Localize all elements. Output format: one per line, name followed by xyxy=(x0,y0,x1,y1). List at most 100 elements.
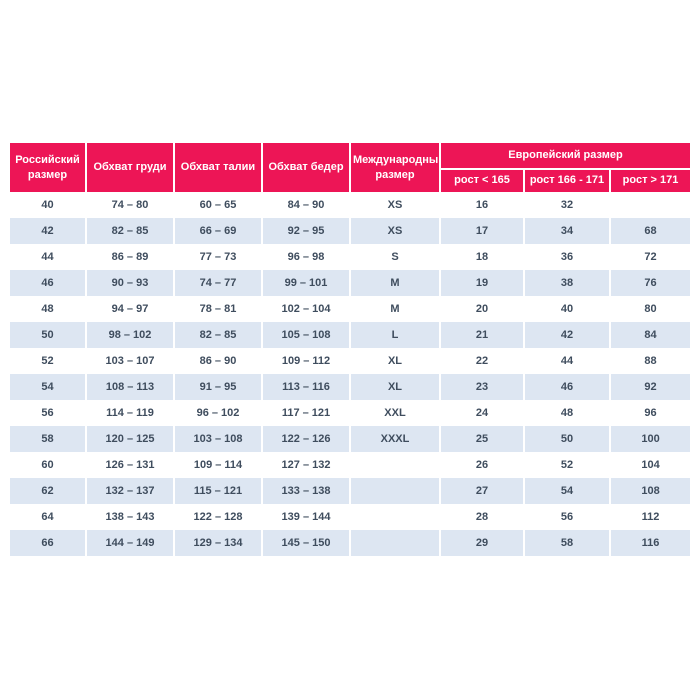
table-row: 56 114 – 119 96 – 102 117 – 121 XXL 24 48 96 xyxy=(10,400,691,426)
table-row: 44 86 – 89 77 – 73 96 – 98 S 18 36 72 xyxy=(10,244,691,270)
cell: 139 – 144 xyxy=(261,504,350,530)
table-row: 48 94 – 97 78 – 81 102 – 104 M 20 40 80 xyxy=(10,296,691,322)
cell: 109 – 114 xyxy=(173,452,262,478)
size-chart-table: Российский размер Обхват груди Обхват та… xyxy=(10,143,691,556)
table-row: 52 103 – 107 86 – 90 109 – 112 XL 22 44 88 xyxy=(10,348,691,374)
column-header-height-under-165: рост < 165 xyxy=(439,168,524,192)
cell: XS xyxy=(349,192,440,218)
cell xyxy=(349,530,440,556)
cell: 26 xyxy=(439,452,524,478)
cell: 126 – 131 xyxy=(85,452,174,478)
cell: 86 – 89 xyxy=(85,244,174,270)
cell: 44 xyxy=(10,244,86,270)
cell: 40 xyxy=(10,192,86,218)
cell: 58 xyxy=(523,530,610,556)
table-row: 42 82 – 85 66 – 69 92 – 95 XS 17 34 68 xyxy=(10,218,691,244)
cell xyxy=(349,452,440,478)
column-header-height-over-171: рост > 171 xyxy=(608,168,691,192)
cell: XL xyxy=(349,374,440,400)
cell: 46 xyxy=(523,374,610,400)
cell: 46 xyxy=(10,270,86,296)
cell: 66 – 69 xyxy=(173,218,262,244)
cell: 72 xyxy=(608,244,691,270)
cell: XXXL xyxy=(349,426,440,452)
cell: 21 xyxy=(439,322,524,348)
cell: 27 xyxy=(439,478,524,504)
cell: 92 – 95 xyxy=(261,218,350,244)
column-header-international-size: Международный размер xyxy=(349,143,440,192)
cell: 86 – 90 xyxy=(173,348,262,374)
cell: 117 – 121 xyxy=(261,400,350,426)
cell: M xyxy=(349,296,440,322)
column-header-russian-size: Российский размер xyxy=(10,143,86,192)
cell: 90 – 93 xyxy=(85,270,174,296)
cell: 94 – 97 xyxy=(85,296,174,322)
cell: 34 xyxy=(523,218,610,244)
cell: 77 – 73 xyxy=(173,244,262,270)
cell: 48 xyxy=(523,400,610,426)
cell: 23 xyxy=(439,374,524,400)
cell: 36 xyxy=(523,244,610,270)
cell: 105 – 108 xyxy=(261,322,350,348)
cell: 24 xyxy=(439,400,524,426)
cell: 96 – 102 xyxy=(173,400,262,426)
cell: 122 – 128 xyxy=(173,504,262,530)
cell: 103 – 107 xyxy=(85,348,174,374)
cell: 109 – 112 xyxy=(261,348,350,374)
cell: 62 xyxy=(10,478,86,504)
cell: 38 xyxy=(523,270,610,296)
cell: 112 xyxy=(608,504,691,530)
cell xyxy=(349,504,440,530)
cell: 99 – 101 xyxy=(261,270,350,296)
cell: 32 xyxy=(523,192,610,218)
column-group-header-european-size: Европейский размер xyxy=(438,143,691,170)
cell: 66 xyxy=(10,530,86,556)
cell xyxy=(349,478,440,504)
cell: 16 xyxy=(439,192,524,218)
cell: 64 xyxy=(10,504,86,530)
cell: 20 xyxy=(439,296,524,322)
cell: XXL xyxy=(349,400,440,426)
cell: XS xyxy=(349,218,440,244)
cell: 80 xyxy=(608,296,691,322)
cell: 104 xyxy=(608,452,691,478)
cell xyxy=(608,192,691,218)
column-header-hips: Обхват бедер xyxy=(261,143,350,192)
table-row: 60 126 – 131 109 – 114 127 – 132 26 52 104 xyxy=(10,452,691,478)
cell: 40 xyxy=(523,296,610,322)
cell: XL xyxy=(349,348,440,374)
cell: L xyxy=(349,322,440,348)
table-row: 58 120 – 125 103 – 108 122 – 126 XXXL 25 50 100 xyxy=(10,426,691,452)
cell: 129 – 134 xyxy=(173,530,262,556)
table-row: 50 98 – 102 82 – 85 105 – 108 L 21 42 84 xyxy=(10,322,691,348)
cell: 84 – 90 xyxy=(261,192,350,218)
cell: 103 – 108 xyxy=(173,426,262,452)
cell: S xyxy=(349,244,440,270)
cell: 108 – 113 xyxy=(85,374,174,400)
cell: 18 xyxy=(439,244,524,270)
cell: 74 – 77 xyxy=(173,270,262,296)
table-row: 40 74 – 80 60 – 65 84 – 90 XS 16 32 xyxy=(10,192,691,218)
cell: 17 xyxy=(439,218,524,244)
table-header: Российский размер Обхват груди Обхват та… xyxy=(10,143,691,192)
cell: 115 – 121 xyxy=(173,478,262,504)
cell: 144 – 149 xyxy=(85,530,174,556)
cell: 100 xyxy=(608,426,691,452)
cell: 29 xyxy=(439,530,524,556)
cell: 88 xyxy=(608,348,691,374)
cell: 68 xyxy=(608,218,691,244)
table-row: 64 138 – 143 122 – 128 139 – 144 28 56 112 xyxy=(10,504,691,530)
cell: 56 xyxy=(10,400,86,426)
cell: 42 xyxy=(523,322,610,348)
cell: 132 – 137 xyxy=(85,478,174,504)
cell: 50 xyxy=(10,322,86,348)
cell: 120 – 125 xyxy=(85,426,174,452)
column-header-height-166-171: рост 166 - 171 xyxy=(523,168,610,192)
cell: 84 xyxy=(608,322,691,348)
table-row: 66 144 – 149 129 – 134 145 – 150 29 58 116 xyxy=(10,530,691,556)
table-row: 54 108 – 113 91 – 95 113 – 116 XL 23 46 92 xyxy=(10,374,691,400)
cell: 78 – 81 xyxy=(173,296,262,322)
cell: 113 – 116 xyxy=(261,374,350,400)
cell: 133 – 138 xyxy=(261,478,350,504)
